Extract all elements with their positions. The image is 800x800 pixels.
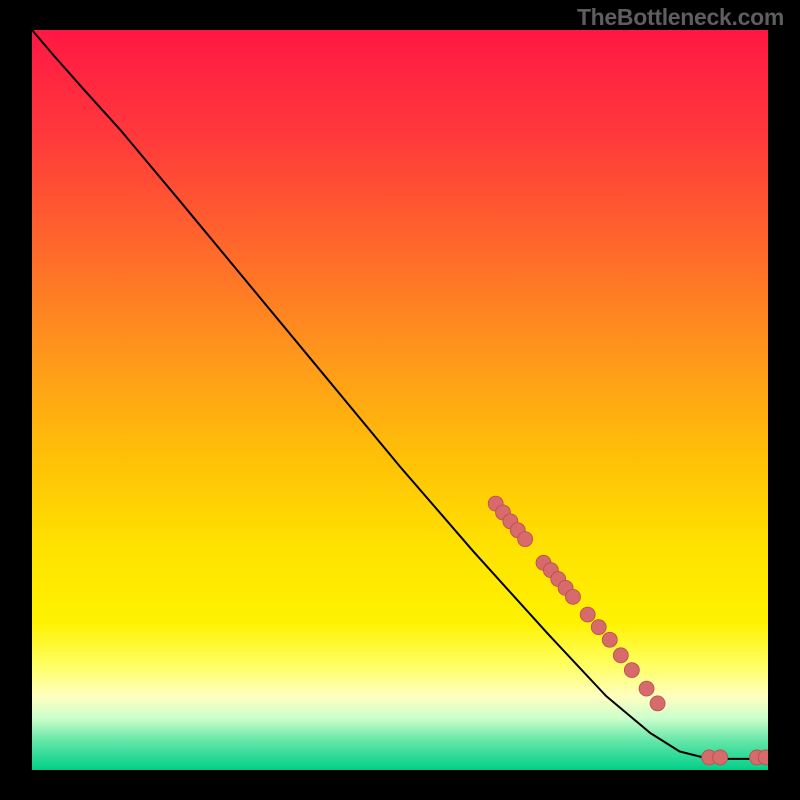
data-marker (591, 620, 606, 635)
data-marker (713, 750, 728, 765)
bottleneck-chart (32, 30, 768, 770)
plot-background (32, 30, 768, 770)
data-marker (624, 663, 639, 678)
data-marker (613, 648, 628, 663)
data-marker (602, 632, 617, 647)
data-marker (565, 589, 580, 604)
data-marker (580, 607, 595, 622)
chart-frame: TheBottleneck.com (0, 0, 800, 800)
data-marker (650, 696, 665, 711)
watermark-label: TheBottleneck.com (577, 4, 784, 31)
data-marker (639, 681, 654, 696)
data-marker (518, 532, 533, 547)
